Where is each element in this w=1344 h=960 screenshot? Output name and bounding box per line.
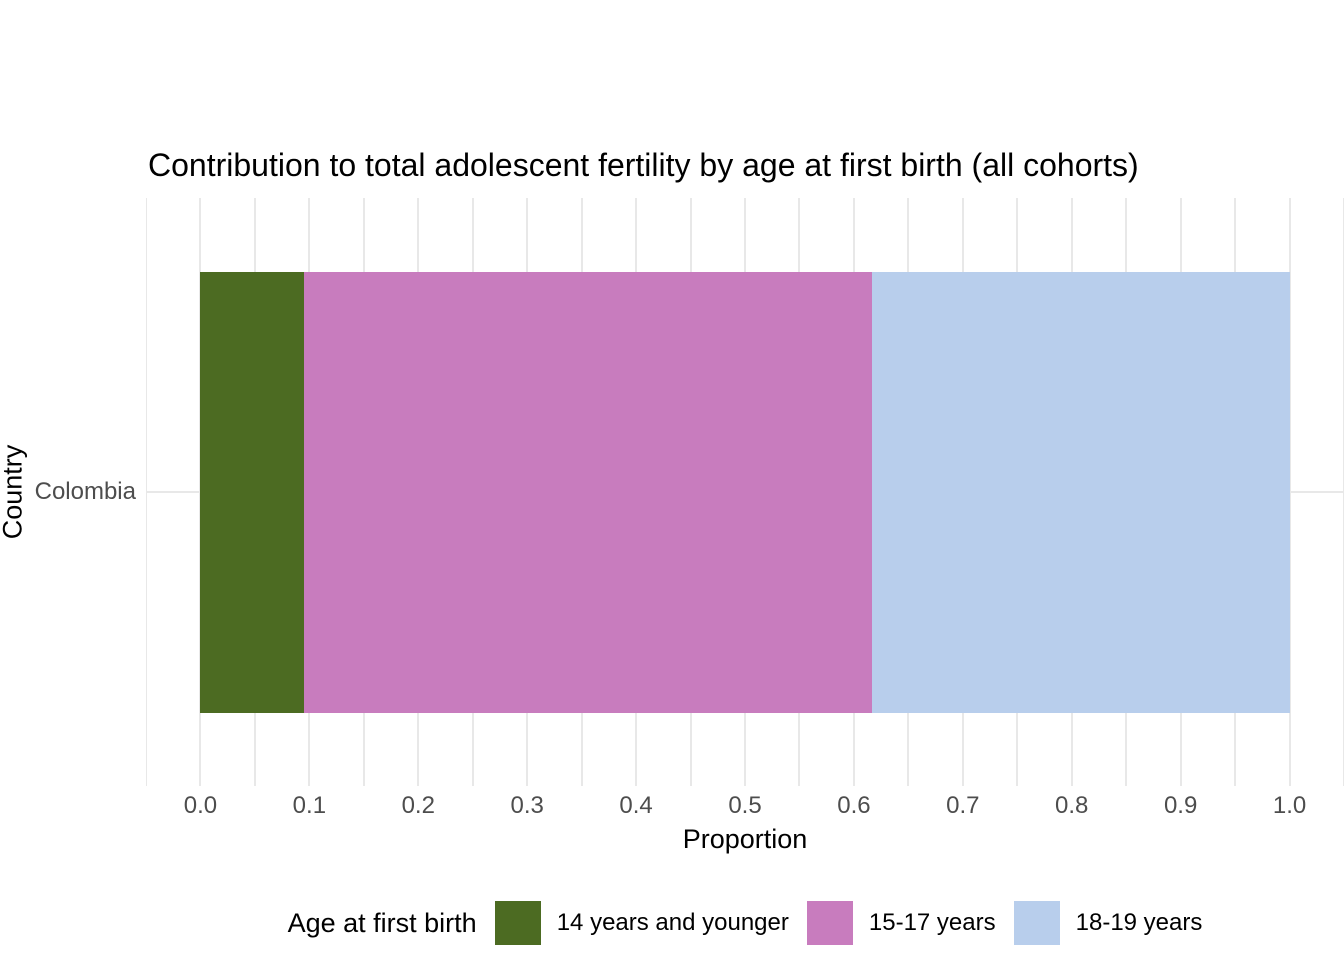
legend-title: Age at first birth [287, 907, 477, 938]
y-tick-label-colombia: Colombia [34, 478, 136, 505]
legend-item-15-17-years: 15-17 years [806, 901, 996, 945]
legend-item-14-years-and-younger: 14 years and younger [494, 901, 789, 945]
legend-swatch-18-19-years [1013, 901, 1060, 945]
x-tick-label-0.7: 0.7 [946, 792, 980, 819]
x-axis-title: Proportion [682, 824, 808, 854]
x-tick-label-0.5: 0.5 [728, 792, 762, 819]
legend-label-15-17-years: 15-17 years [868, 909, 996, 936]
x-tick-label-0.0: 0.0 [183, 792, 218, 819]
x-axis-tick-labels: 0.0 0.1 0.2 0.3 0.4 0.5 0.6 0.7 0.8 0.9 1.0 [146, 792, 1344, 820]
bar-segment-18-19-years [872, 272, 1290, 713]
x-tick-label-0.8: 0.8 [1055, 792, 1089, 819]
bar-colombia [200, 272, 1290, 713]
legend-swatch-15-17-years [806, 901, 853, 945]
x-tick-label-0.3: 0.3 [510, 792, 544, 819]
chart-title: Contribution to total adolescent fertili… [148, 147, 1139, 183]
x-tick-label-0.2: 0.2 [401, 792, 435, 819]
bar-segment-15-17-years [303, 272, 873, 713]
x-tick-label-0.4: 0.4 [619, 792, 653, 819]
y-axis-title: Country [0, 444, 28, 540]
legend-label-18-19-years: 18-19 years [1075, 909, 1203, 936]
legend-swatch-14-years-and-younger [494, 901, 541, 945]
x-tick-label-1.0: 1.0 [1272, 792, 1307, 819]
x-tick-label-0.6: 0.6 [837, 792, 871, 819]
plot-panel [146, 198, 1344, 786]
bar-segment-14-years-and-younger [200, 272, 304, 713]
legend-label-14-years-and-younger: 14 years and younger [556, 909, 789, 936]
x-tick-label-0.1: 0.1 [292, 792, 327, 819]
legend-item-18-19-years: 18-19 years [1013, 901, 1203, 945]
legend: Age at first birth 14 years and younger … [146, 896, 1344, 950]
x-tick-label-0.9: 0.9 [1163, 792, 1198, 819]
